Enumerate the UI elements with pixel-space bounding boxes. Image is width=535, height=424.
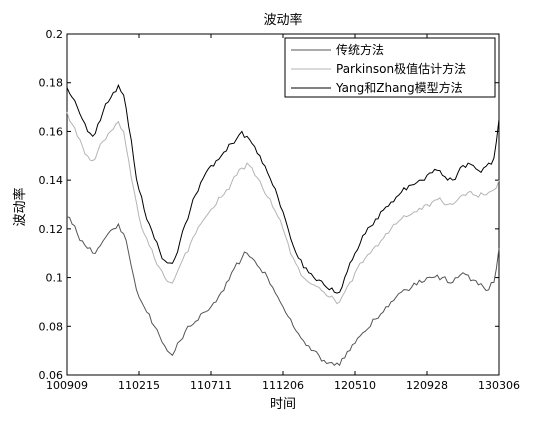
y-tick-label: 0.16 — [39, 125, 64, 138]
legend-label-yang-zhang: Yang和Zhang模型方法 — [335, 80, 463, 95]
legend: 传统方法 Parkinson极值估计方法 Yang和Zhang模型方法 — [284, 37, 496, 98]
y-axis-title: 波动率 — [12, 187, 28, 226]
x-tick-label: 120510 — [334, 379, 376, 392]
chart-title: 波动率 — [263, 12, 302, 28]
y-tick-label: 0.18 — [39, 77, 64, 90]
series-lines — [66, 83, 500, 367]
legend-label-parkinson: Parkinson极值估计方法 — [336, 61, 466, 76]
y-tick-label: 0.1 — [46, 272, 64, 285]
series-line-traditional — [66, 216, 500, 367]
axis-ticks: 0.06 0.08 0.1 0.12 0.14 0.16 0.18 0.2 100909 1102… — [39, 28, 521, 392]
y-tick-label: 0.2 — [46, 28, 64, 41]
x-tick-label: 100909 — [46, 379, 88, 392]
x-tick-label: 110215 — [118, 379, 160, 392]
y-tick-label: 0.06 — [39, 369, 64, 382]
series-line-yang-zhang — [66, 83, 500, 294]
x-tick-label: 111206 — [262, 379, 304, 392]
legend-label-traditional: 传统方法 — [336, 42, 384, 57]
series-line-parkinson — [66, 111, 500, 305]
x-tick-label: 110711 — [190, 379, 232, 392]
y-tick-label: 0.08 — [39, 320, 64, 333]
x-tick-label: 130306 — [478, 379, 520, 392]
x-tick-label: 120928 — [406, 379, 448, 392]
legend-box — [284, 37, 496, 98]
y-tick-label: 0.14 — [39, 174, 64, 187]
x-axis-title: 时间 — [270, 397, 296, 412]
y-tick-label: 0.12 — [39, 223, 64, 236]
